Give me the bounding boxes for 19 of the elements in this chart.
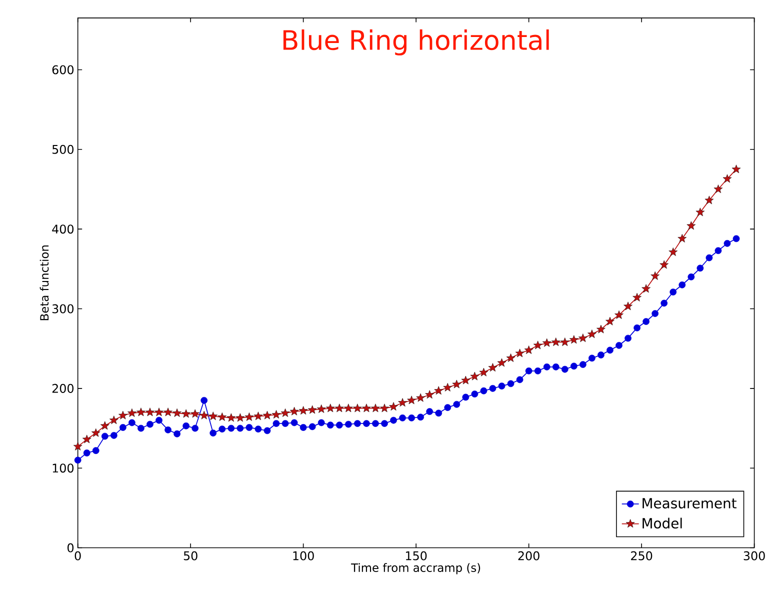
x-tick-label: 200 [518,551,540,560]
x-tick-label: 50 [184,551,198,560]
x-tick-label: 250 [631,551,652,560]
y-tick-label: 500 [52,145,74,154]
x-tick-label: 100 [293,551,314,560]
legend-label: Measurement [642,498,736,509]
legend-label: Model [642,518,682,529]
y-tick-label: 100 [52,464,74,473]
y-tick-label: 400 [52,224,74,234]
x-tick-label: 150 [406,551,427,560]
y-tick-label: 300 [52,304,74,314]
y-axis-title: Beta function [40,246,49,320]
y-tick-label: 200 [52,384,74,394]
y-tick-label: 600 [52,65,74,74]
x-tick-label: 300 [744,551,765,560]
x-tick-label: 0 [74,551,81,560]
chart-title: Blue Ring horizontal [283,30,549,56]
x-axis-title: Time from accramp (s) [351,563,480,574]
y-tick-label: 0 [68,543,74,552]
